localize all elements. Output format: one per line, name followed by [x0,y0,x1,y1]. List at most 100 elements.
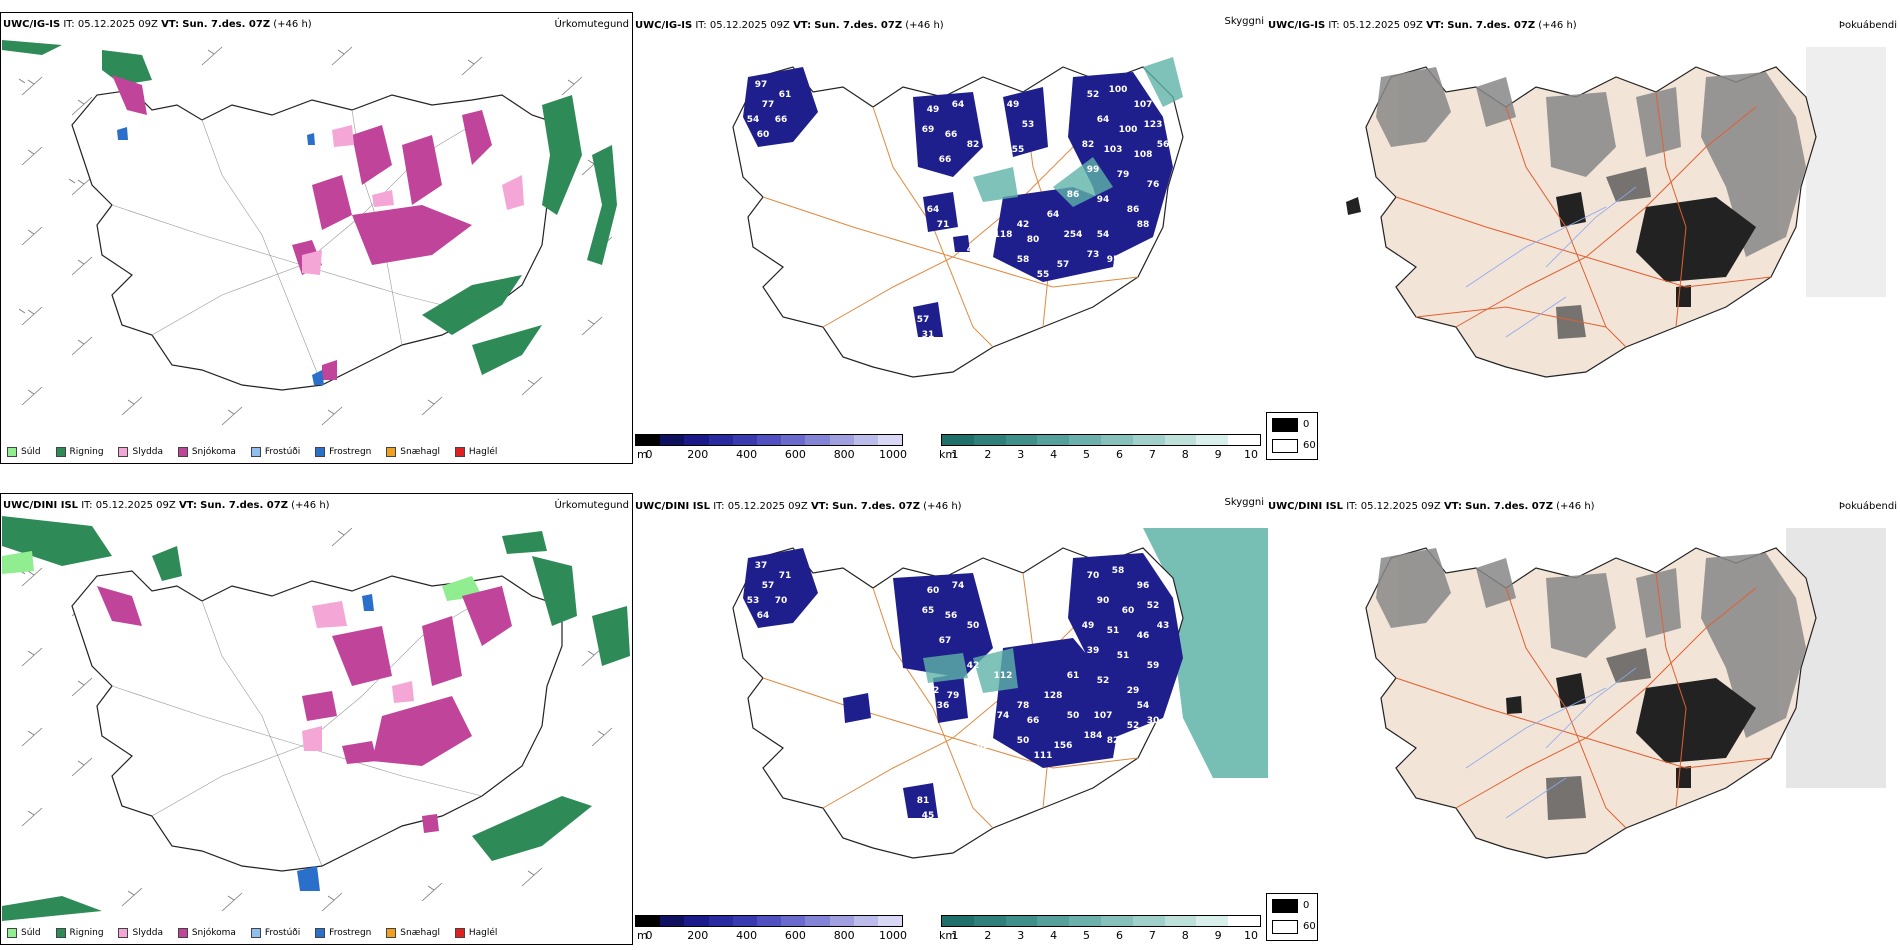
panel-title: Úrkomutegund [554,19,629,30]
visibility-value-label: 95 [1107,255,1120,265]
tick-label: 4 [1050,448,1058,461]
panel-header: UWC/IG-IS IT: 05.12.2025 09Z VT: Sun. 7.… [1268,20,1577,31]
visibility-value-label: 60 [927,586,940,596]
panel-title: Úrkomutegund [554,500,629,511]
tick-label: 1 [951,448,959,461]
visibility-value-label: 43 [1157,621,1170,631]
visibility-value-label: 118 [994,230,1013,240]
visibility-value-label: 58 [967,726,980,736]
legend-item-haglel: Haglél [454,447,497,457]
visibility-value-label: 74 [952,581,965,591]
row2-visibility-panel: UWC/DINI ISL IT: 05.12.2025 09Z VT: Sun.… [633,493,1268,945]
visibility-value-label: 36 [937,701,950,711]
tick-label: 3 [1017,448,1025,461]
visibility-value-label: 50 [1067,711,1080,721]
visibility-value-label: 45 [922,811,935,821]
visibility-value-label: 74 [997,711,1010,721]
tick-label: 8 [1181,929,1189,942]
visibility-value-label: 61 [779,90,792,100]
visibility-value-label: 50 [967,621,980,631]
panel-header: UWC/IG-IS IT: 05.12.2025 09Z VT: Sun. 7.… [3,19,312,30]
tick-label: 200 [687,929,709,942]
visibility-value-label: 52 [1087,90,1100,100]
visibility-value-label: 57 [762,581,775,591]
visibility-value-label: 108 [1134,150,1153,160]
visibility-value-label: 39 [1087,646,1100,656]
visibility-value-label: 64 [927,205,940,215]
visibility-value-label: 70 [1087,571,1100,581]
visibility-value-label: 112 [994,671,1013,681]
visibility-value-label: 66 [775,115,788,125]
visibility-value-label: 90 [1097,596,1110,606]
visibility-value-label: 46 [1137,631,1150,641]
visibility-value-label: 94 [1097,195,1110,205]
tick-label: 600 [784,448,806,461]
tick-label: 1 [951,929,959,942]
tick-label: 3 [1017,929,1025,942]
visibility-value-label: 60 [1122,606,1135,616]
visibility-value-label: 82 [1107,736,1120,746]
visibility-value-label: 77 [762,100,775,110]
visibility-value-label: 49 [1082,621,1095,631]
visibility-value-label: 30 [1147,716,1160,726]
visibility-value-label: 49 [927,105,940,115]
fog-legend-swatch-60 [1272,920,1298,934]
panel-title: Þokuábendi [1838,501,1897,512]
tick-label: 10 [1244,448,1258,461]
rain-areas [2,40,617,375]
tick-label: 800 [833,448,855,461]
visibility-value-label: 66 [1027,716,1040,726]
visibility-value-label: 58 [1112,566,1125,576]
visibility-value-label: 72 [927,686,940,696]
precip-map [2,516,632,926]
tick-label: 9 [1214,929,1222,942]
visibility-value-label: 29 [1127,686,1140,696]
visibility-value-label: 111 [1034,751,1053,761]
visibility-value-label: 64 [1047,210,1060,220]
visibility-map: 37 71 57 53 70 64 60 74 65 56 50 67 62 16 70 70 58 96 90 60… [673,518,1268,903]
freezing-areas [117,127,324,385]
visibility-value-label: 59 [1147,661,1160,671]
tick-label: 0 [645,929,653,942]
panel-header: UWC/IG-IS IT: 05.12.2025 09Z VT: Sun. 7.… [635,20,944,31]
visibility-value-label: 184 [1084,731,1103,741]
fog-map [1306,518,1886,903]
legend-item-sudd: Súld [7,928,41,938]
fog-map [1306,37,1886,422]
visibility-value-label: 50 [1017,736,1030,746]
visibility-value-label: 99 [1087,165,1100,175]
visibility-value-label: 81 [917,796,930,806]
visibility-value-label: 52 [1127,721,1140,731]
tick-label: 5 [1083,448,1091,461]
wind-barbs [18,46,613,426]
legend-item-frostregn: Frostregn [315,447,371,457]
visibility-map: 97 61 77 54 66 60 49 64 69 66 82 66 49 53 55 52 100 107 64… [673,37,1233,422]
tick-label: 9 [1214,448,1222,461]
fog-legend: 0 60 [1266,412,1318,460]
visibility-value-label: 31 [922,330,935,340]
tick-label: 400 [736,929,758,942]
visibility-value-label: 56 [1157,140,1170,150]
tick-label: 5 [1083,929,1091,942]
legend-item-snaehagl: Snæhagl [386,447,440,457]
visibility-value-label: 42 [967,661,980,671]
low-cloud-areas [743,67,1173,337]
visibility-value-label: 66 [939,155,952,165]
cloudbase-colorbar [635,434,903,446]
visibility-value-label: 61 [1067,671,1080,681]
legend-item-snaehagl: Snæhagl [386,928,440,938]
visibility-value-label: 82 [1082,140,1095,150]
visibility-value-label: 86 [1127,205,1140,215]
visibility-value-label: 66 [945,130,958,140]
visibility-value-label: 54 [1097,230,1110,240]
visibility-value-label: 54 [747,115,760,125]
visibility-value-label: 37 [755,561,768,571]
tick-label: 1000 [879,929,907,942]
visibility-value-label: 80 [1027,235,1040,245]
legend-item-snjokoma: Snjókoma [177,447,236,457]
visibility-value-label: 88 [1137,220,1150,230]
visibility-value-label: 16 [1022,601,1035,611]
visibility-value-label: 53 [747,596,760,606]
tick-label: 2 [984,929,992,942]
